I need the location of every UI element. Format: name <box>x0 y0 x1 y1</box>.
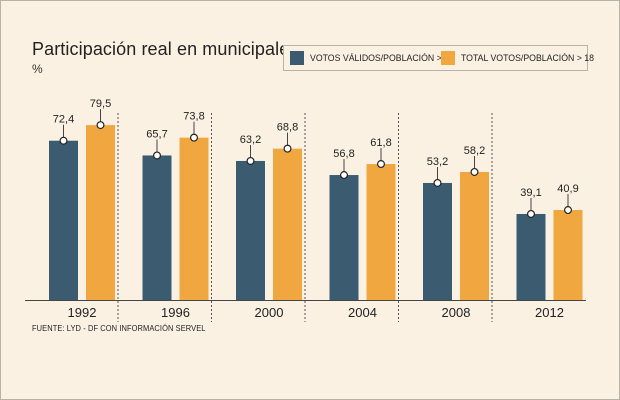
bar-total-2004 <box>366 164 396 300</box>
bar-valid-1996 <box>142 155 172 300</box>
bar-total-2012 <box>553 210 583 300</box>
data-marker <box>96 121 105 130</box>
data-marker <box>340 171 349 180</box>
x-tick-label-2012: 2012 <box>535 305 564 320</box>
data-marker <box>283 144 292 153</box>
data-label: 40,9 <box>557 183 578 195</box>
legend-swatch-valid <box>290 51 304 65</box>
bar-valid-1992 <box>49 140 78 300</box>
bar-total-1996 <box>179 137 209 300</box>
x-tick-label-2008: 2008 <box>442 305 471 320</box>
bar-total-1992 <box>86 125 115 300</box>
x-tick-label-2004: 2004 <box>348 305 377 320</box>
bar-valid-2004 <box>329 175 359 300</box>
legend-item-total: TOTAL VOTOS/POBLACIÓN > 18 <box>441 50 606 66</box>
bar-total-2008 <box>460 171 489 300</box>
data-marker <box>190 133 199 142</box>
data-label: 63,2 <box>240 134 261 146</box>
chart-title: Participación real en municipales <box>32 39 299 59</box>
data-label: 68,8 <box>277 122 298 134</box>
data-label: 56,8 <box>333 148 354 160</box>
source-note: FUENTE: LYD - DF CON INFORMACIÓN SERVEL <box>32 323 206 333</box>
data-label: 73,8 <box>183 111 204 123</box>
data-label: 53,2 <box>427 156 448 168</box>
data-marker <box>563 206 572 215</box>
data-label: 39,1 <box>520 187 541 199</box>
data-marker <box>470 167 479 176</box>
unit-label: % <box>32 62 43 76</box>
legend-item-valid: VOTOS VÁLIDOS/POBLACIÓN > 18 <box>290 50 466 66</box>
data-label: 58,2 <box>464 145 485 157</box>
x-tick-label-1996: 1996 <box>161 305 190 320</box>
legend-label-valid: VOTOS VÁLIDOS/POBLACIÓN > 18 <box>310 52 454 64</box>
legend-swatch-total <box>441 51 455 65</box>
x-tick-label-1992: 1992 <box>68 305 97 320</box>
legend: VOTOS VÁLIDOS/POBLACIÓN > 18 TOTAL VOTOS… <box>283 45 594 71</box>
data-label: 79,5 <box>90 98 111 110</box>
bar-valid-2008 <box>423 182 452 300</box>
legend-label-total: TOTAL VOTOS/POBLACIÓN > 18 <box>461 52 595 64</box>
x-tick-label-2000: 2000 <box>255 305 284 320</box>
data-marker <box>526 209 535 218</box>
data-label: 65,7 <box>146 128 167 140</box>
data-marker <box>377 160 386 169</box>
data-marker <box>59 136 68 145</box>
bar-valid-2012 <box>516 213 546 300</box>
data-marker <box>153 151 162 160</box>
data-marker <box>246 156 255 165</box>
bar-valid-2000 <box>236 160 265 300</box>
data-label: 72,4 <box>53 114 74 126</box>
bar-total-2000 <box>273 148 302 300</box>
data-label: 61,8 <box>370 137 391 149</box>
data-marker <box>433 178 442 187</box>
